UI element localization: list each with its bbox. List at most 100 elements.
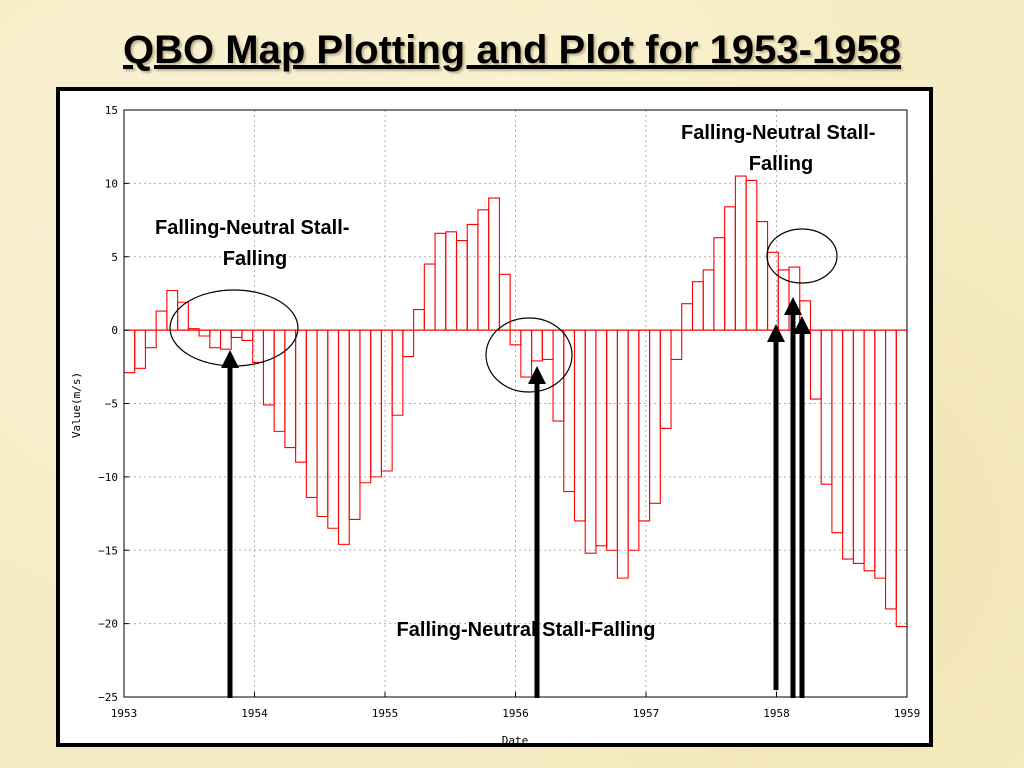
bar — [219, 330, 232, 350]
x-tick-label: 1956 — [502, 707, 529, 720]
y-tick-label: −10 — [98, 471, 118, 484]
bar — [241, 330, 254, 341]
bar — [295, 330, 307, 463]
bar — [488, 197, 500, 331]
chart-frame — [56, 87, 933, 747]
bar — [820, 330, 833, 485]
bar — [756, 220, 769, 331]
annotation-left: Falling-Neutral Stall- Falling — [155, 217, 355, 270]
bar — [380, 330, 393, 472]
bar — [466, 223, 479, 331]
y-tick-label: −15 — [98, 544, 118, 557]
highlight-ellipse-1954 — [169, 289, 299, 367]
arrow-5 — [793, 316, 811, 698]
bar — [423, 263, 436, 331]
bar — [177, 301, 189, 331]
bar — [134, 330, 147, 369]
y-tick-label: −25 — [98, 691, 118, 704]
arrow-4 — [784, 297, 802, 698]
bar — [359, 330, 372, 484]
y-tick-label: −5 — [105, 398, 118, 411]
bar — [413, 309, 425, 331]
x-tick-label: 1957 — [633, 707, 660, 720]
bar — [337, 330, 350, 545]
y-tick-label: 5 — [111, 251, 118, 264]
bar — [144, 330, 157, 349]
bar — [262, 330, 275, 406]
bar — [552, 330, 565, 422]
bar — [681, 303, 694, 331]
bar — [884, 330, 897, 610]
bar — [316, 330, 329, 518]
bar — [831, 330, 844, 534]
bar — [595, 330, 608, 547]
bar — [852, 330, 865, 565]
bar — [520, 330, 533, 378]
y-tick-label: −20 — [98, 618, 118, 631]
x-tick-label: 1955 — [372, 707, 399, 720]
x-tick-label: 1958 — [763, 707, 790, 720]
bar — [659, 330, 672, 429]
bar — [670, 330, 683, 361]
tick-labels: 15 10 5 0 −5 −10 −15 −20 −25 1953 1954 1955 1956 1957… — [98, 104, 920, 720]
bar — [563, 330, 576, 493]
bar — [166, 289, 179, 331]
bar — [391, 330, 404, 416]
bar — [230, 330, 243, 339]
bar — [498, 273, 511, 331]
slide-title: QBO Map Plotting and Plot for 1953-1958 — [123, 28, 901, 72]
annotation-bottom: Falling-Neutral Stall-Falling — [397, 619, 656, 641]
y-tick-label: 0 — [111, 324, 118, 337]
bar — [616, 330, 629, 579]
y-tick-label: 15 — [105, 104, 118, 117]
gridlines — [124, 110, 907, 697]
x-tick-label: 1954 — [241, 707, 268, 720]
bar — [702, 269, 715, 331]
bar — [284, 330, 297, 449]
bar — [809, 330, 822, 400]
annotation-top-right: Falling-Neutral Stall- Falling — [681, 122, 881, 175]
x-axis-title: Date — [502, 734, 529, 747]
bar — [734, 175, 747, 331]
bar — [209, 330, 222, 349]
highlight-ellipse-1956 — [485, 317, 573, 393]
bar — [531, 330, 543, 362]
bar — [348, 330, 361, 520]
highlight-ellipse-1958 — [766, 228, 838, 284]
bar — [573, 330, 586, 522]
bar — [155, 310, 168, 331]
bar — [509, 330, 522, 346]
bar — [541, 330, 554, 361]
bar — [434, 232, 447, 331]
bar — [627, 330, 640, 551]
bar — [402, 330, 415, 358]
bar — [123, 330, 136, 374]
bar — [305, 330, 318, 498]
bar — [198, 330, 211, 337]
x-tick-label: 1959 — [894, 707, 921, 720]
arrow-1 — [221, 350, 239, 698]
bar — [745, 179, 758, 331]
bar — [327, 330, 340, 529]
bar — [799, 300, 812, 331]
bar — [863, 330, 876, 572]
bar — [477, 209, 490, 331]
y-tick-label: 10 — [105, 177, 118, 190]
bar — [273, 330, 286, 432]
bar — [455, 240, 468, 331]
bar — [724, 206, 736, 331]
bar — [895, 330, 908, 628]
bar — [445, 231, 458, 331]
bar — [584, 330, 597, 554]
bar — [874, 330, 887, 579]
bar — [638, 330, 651, 522]
y-axis-title: Value(m/s) — [70, 372, 83, 438]
bar — [842, 330, 854, 560]
x-tick-label: 1953 — [111, 707, 138, 720]
bar — [691, 281, 704, 331]
arrow-3 — [767, 324, 785, 690]
bar — [606, 330, 618, 551]
bar — [713, 237, 726, 331]
bar — [788, 266, 801, 331]
